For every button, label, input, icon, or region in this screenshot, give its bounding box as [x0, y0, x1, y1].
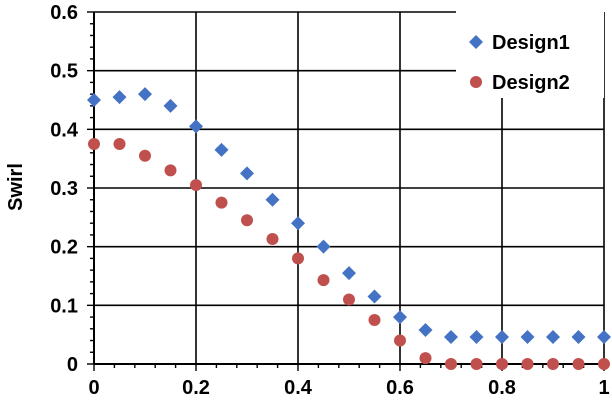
axes: [87, 11, 605, 371]
data-point: [139, 149, 151, 162]
data-point: [164, 164, 177, 177]
data-point: [240, 166, 254, 181]
data-point: [163, 98, 178, 113]
data-point: [88, 138, 100, 150]
series-design2: [88, 138, 610, 370]
data-point: [291, 216, 305, 231]
data-point: [316, 239, 331, 254]
data-point: [546, 330, 560, 345]
data-point: [342, 266, 356, 281]
data-point: [266, 233, 279, 246]
data-point: [394, 334, 406, 347]
data-point: [598, 358, 610, 370]
data-point: [469, 330, 484, 345]
x-tick-label: 0.6: [386, 377, 414, 399]
x-tick-label: 0.2: [182, 377, 210, 399]
y-tick-label: 0.3: [50, 178, 78, 200]
x-tick-label: 0.8: [488, 377, 516, 399]
data-point: [445, 358, 457, 370]
data-point: [418, 322, 433, 337]
data-point: [393, 310, 407, 325]
data-point: [520, 330, 535, 345]
data-point: [265, 192, 280, 207]
legend-marker: [470, 76, 482, 88]
data-point: [368, 314, 381, 326]
data-point: [112, 90, 127, 105]
data-point: [444, 330, 458, 345]
data-point: [521, 358, 534, 370]
y-tick-label: 0.2: [50, 237, 78, 259]
data-point: [496, 358, 508, 370]
legend-label: Design2: [492, 72, 570, 94]
data-point: [470, 358, 483, 370]
data-point: [343, 293, 355, 306]
data-point: [547, 358, 559, 370]
data-point: [138, 87, 152, 102]
y-tick-label: 0.4: [50, 119, 79, 141]
data-point: [571, 330, 586, 345]
data-point: [419, 352, 432, 365]
series-design1: [87, 87, 611, 345]
y-tick-label: 0.1: [50, 295, 78, 317]
x-tick-label: 0.4: [284, 377, 313, 399]
data-point: [367, 289, 382, 304]
data-series: [87, 87, 611, 370]
data-point: [597, 330, 611, 345]
data-point: [572, 358, 585, 370]
data-point: [190, 179, 202, 192]
y-axis-label: Swirl: [5, 163, 27, 211]
x-tick-label: 1: [598, 377, 609, 399]
legend: Design1 Design2: [456, 8, 604, 98]
x-tick-label: 0: [88, 377, 99, 399]
tick-labels: 0 0.1 0.2 0.3 0.4 0.5 0.6 0 0.2 0.4 0.6 0.8 1: [50, 2, 609, 399]
data-point: [241, 214, 253, 227]
y-tick-label: 0.6: [50, 2, 78, 24]
y-tick-label: 0: [67, 354, 78, 376]
data-point: [317, 274, 330, 287]
data-point: [113, 138, 126, 150]
data-point: [495, 330, 509, 345]
legend-label: Design1: [492, 32, 570, 54]
data-point: [214, 142, 229, 157]
data-point: [215, 196, 228, 209]
data-point: [189, 119, 203, 134]
y-tick-label: 0.5: [50, 61, 78, 83]
legend-marker: [469, 35, 483, 49]
data-point: [87, 93, 101, 107]
data-point: [292, 252, 304, 265]
